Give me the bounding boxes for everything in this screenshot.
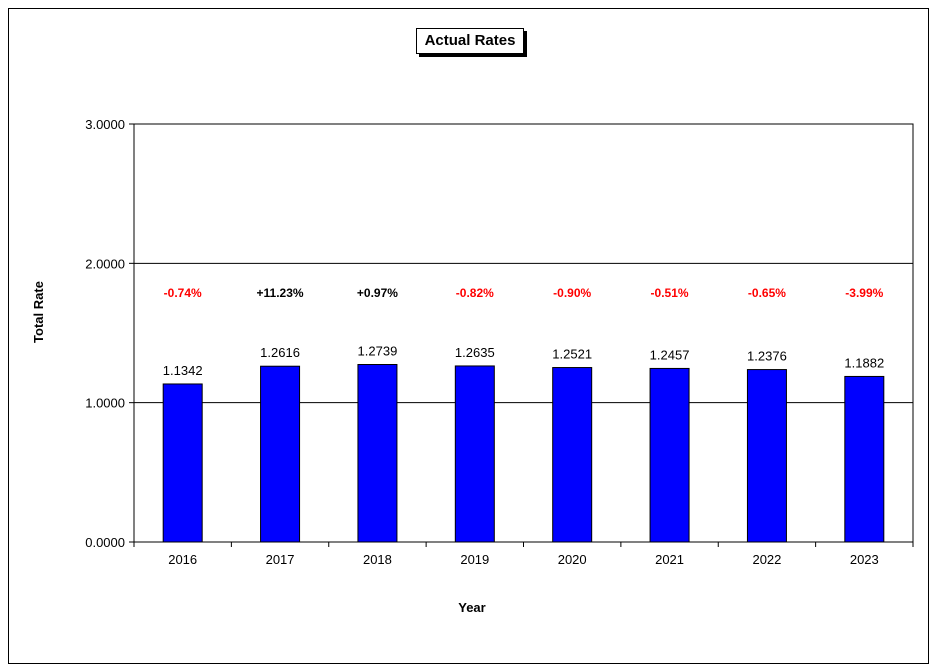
value-label-2019: 1.2635 bbox=[455, 345, 495, 360]
chart-frame bbox=[8, 8, 929, 664]
x-tick-label-2022: 2022 bbox=[752, 552, 781, 567]
bar-2020 bbox=[552, 367, 593, 543]
value-label-2023: 1.1882 bbox=[844, 355, 884, 370]
value-label-2021: 1.2457 bbox=[650, 347, 690, 362]
change-label-2017: +11.23% bbox=[257, 286, 304, 300]
x-tick-label-2018: 2018 bbox=[363, 552, 392, 567]
x-tick-label-2021: 2021 bbox=[655, 552, 684, 567]
value-label-2018: 1.2739 bbox=[358, 344, 398, 359]
change-label-2016: -0.74% bbox=[164, 286, 202, 300]
bar-2016 bbox=[162, 383, 203, 543]
change-label-2019: -0.82% bbox=[456, 286, 494, 300]
y-tick-label: 2.0000 bbox=[85, 256, 125, 271]
x-tick-label-2023: 2023 bbox=[850, 552, 879, 567]
y-tick-label: 1.0000 bbox=[85, 396, 125, 411]
x-tick-label-2016: 2016 bbox=[168, 552, 197, 567]
chart-title: Actual Rates bbox=[416, 28, 524, 54]
labels: 0.0000 1.0000 2.0000 3.0000 1.1342 -0.74% 2016… bbox=[85, 117, 884, 567]
bar-2022 bbox=[746, 369, 787, 543]
change-label-2020: -0.90% bbox=[553, 286, 591, 300]
x-tick-label-2017: 2017 bbox=[266, 552, 295, 567]
bar-2019 bbox=[454, 365, 495, 543]
x-axis-title: Year bbox=[458, 600, 485, 615]
x-tick-label-2019: 2019 bbox=[460, 552, 489, 567]
value-label-2022: 1.2376 bbox=[747, 349, 787, 364]
change-label-2018: +0.97% bbox=[357, 286, 398, 300]
change-label-2023: -3.99% bbox=[845, 286, 883, 300]
plot-area bbox=[133, 123, 914, 543]
bars bbox=[162, 364, 885, 543]
value-label-2017: 1.2616 bbox=[260, 345, 300, 360]
value-label-2020: 1.2521 bbox=[552, 347, 592, 362]
bar-2021 bbox=[649, 367, 690, 543]
x-tick-label-2020: 2020 bbox=[558, 552, 587, 567]
bar-2018 bbox=[357, 364, 398, 543]
change-label-2021: -0.51% bbox=[651, 286, 689, 300]
y-tick-label: 3.0000 bbox=[85, 117, 125, 132]
bar-2023 bbox=[844, 375, 885, 543]
gridlines bbox=[129, 123, 914, 547]
bar-2017 bbox=[260, 365, 301, 543]
y-tick-label: 0.0000 bbox=[85, 535, 125, 550]
y-axis-title: Total Rate bbox=[31, 281, 46, 343]
value-label-2016: 1.1342 bbox=[163, 363, 203, 378]
change-label-2022: -0.65% bbox=[748, 286, 786, 300]
